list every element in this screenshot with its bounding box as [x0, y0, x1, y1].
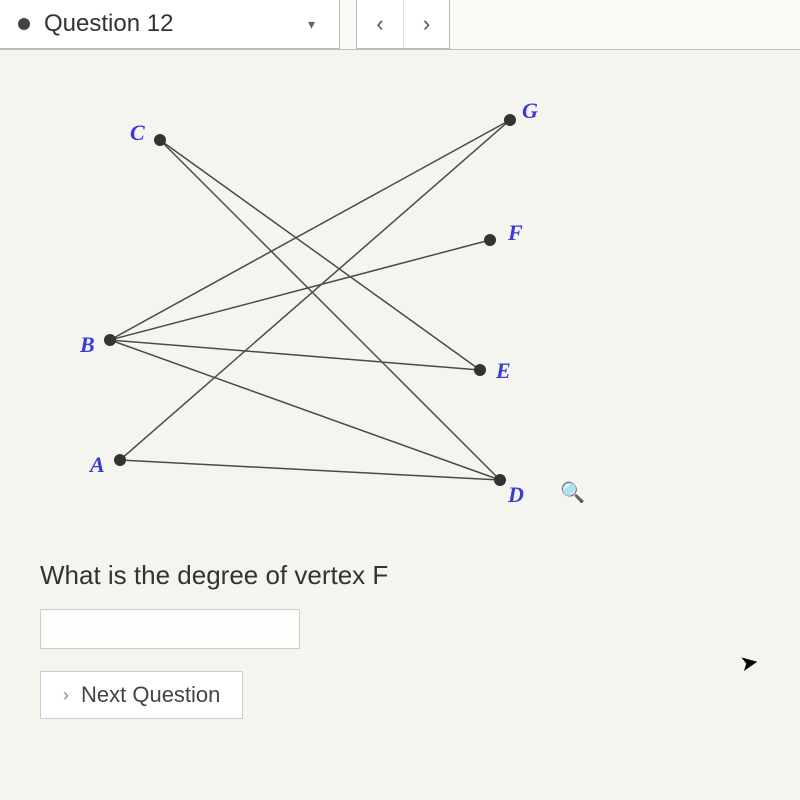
- vertex-b: [104, 334, 116, 346]
- question-label: Question 12: [44, 10, 173, 38]
- vertex-g: [504, 114, 516, 126]
- next-question-button[interactable]: ›: [403, 0, 449, 48]
- answer-input[interactable]: [40, 609, 300, 649]
- next-button-label: Next Question: [81, 682, 220, 708]
- vertex-d: [494, 474, 506, 486]
- vertex-label-e: E: [496, 358, 511, 384]
- question-selector[interactable]: Question 12 ▾: [0, 0, 340, 49]
- chevron-down-icon: ▾: [302, 16, 321, 33]
- vertex-label-c: C: [130, 120, 145, 146]
- vertex-label-d: D: [508, 482, 524, 508]
- chevron-right-icon: ›: [63, 685, 69, 706]
- graph-canvas: 🔍 A B C D E F G: [30, 80, 650, 530]
- question-nav: ‹ ›: [356, 0, 450, 49]
- vertex-a: [114, 454, 126, 466]
- vertex-label-f: F: [508, 220, 523, 246]
- mouse-cursor-icon: ➤: [738, 649, 761, 678]
- next-question-large-button[interactable]: › Next Question: [40, 671, 243, 719]
- zoom-icon[interactable]: 🔍: [560, 480, 585, 505]
- vertex-label-a: A: [90, 452, 105, 478]
- question-prompt: What is the degree of vertex F: [40, 560, 800, 591]
- vertex-label-g: G: [522, 98, 538, 124]
- vertex-label-b: B: [80, 332, 95, 358]
- bullet-icon: [18, 18, 30, 30]
- vertex-f: [484, 234, 496, 246]
- prev-question-button[interactable]: ‹: [357, 0, 403, 48]
- chevron-right-icon: ›: [423, 11, 430, 37]
- question-header: Question 12 ▾ ‹ ›: [0, 0, 800, 50]
- vertex-e: [474, 364, 486, 376]
- vertex-c: [154, 134, 166, 146]
- chevron-left-icon: ‹: [376, 11, 383, 37]
